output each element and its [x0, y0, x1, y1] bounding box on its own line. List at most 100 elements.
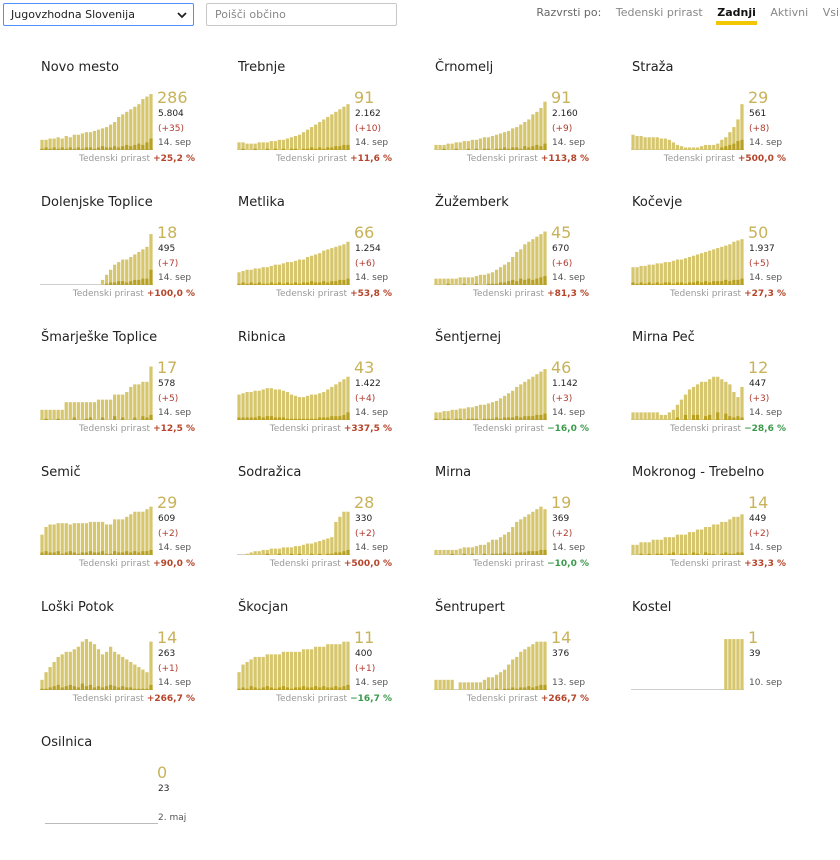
- chart-bar: [695, 384, 700, 420]
- chart-bar: [478, 404, 483, 420]
- chart-bar: [442, 679, 446, 690]
- chart-bar: [330, 644, 334, 690]
- municipality-card[interactable]: Metlika 66 1.254 (+6) 14. sep Tedenski priras…: [235, 195, 397, 320]
- weekly-growth-value: −10,0 %: [547, 559, 589, 569]
- last-date: 14. sep: [158, 543, 192, 553]
- chart-bar: [104, 127, 109, 150]
- chart-bar: [237, 394, 241, 420]
- chart-bar-daily: [121, 552, 125, 555]
- last-date: 14. sep: [552, 138, 586, 148]
- chart-bar: [482, 274, 487, 285]
- municipality-card[interactable]: Šentrupert 14 376 13. sep Tedenski prirast +2…: [432, 600, 594, 725]
- chart-bar-daily: [265, 686, 269, 690]
- chart-bar-daily: [281, 148, 286, 150]
- chart-bar: [482, 679, 487, 690]
- region-select[interactable]: Jugovzhodna Slovenija: [3, 3, 194, 26]
- sort-option-all[interactable]: Vsi: [822, 6, 839, 19]
- chart-bar-daily: [137, 279, 141, 285]
- municipality-card[interactable]: Mokronog - Trebelno 14 449 (+2) 14. sep Teden…: [629, 465, 791, 590]
- chart-bar: [482, 404, 487, 420]
- chart-bar: [740, 386, 744, 420]
- chart-bar: [117, 654, 121, 690]
- chart-bar-daily: [322, 686, 326, 690]
- search-input[interactable]: Poišči občino: [206, 3, 397, 26]
- chart-bar-daily: [237, 417, 241, 420]
- municipality-card[interactable]: Novo mesto 286 5.804 (+35) 14. sep Tedenski p…: [38, 60, 200, 185]
- chart-bar-daily: [454, 418, 458, 420]
- chart-bar-daily: [285, 418, 290, 420]
- weekly-growth-value: +90,0 %: [153, 559, 195, 569]
- chart-bar-daily: [736, 416, 740, 420]
- total-cases: 670: [552, 244, 570, 254]
- chart-bar-daily: [503, 688, 507, 690]
- sort-option-weekly[interactable]: Tedenski prirast: [615, 6, 703, 19]
- weekly-growth-value: +27,3 %: [744, 289, 786, 299]
- latest-cases: 45: [551, 223, 572, 242]
- chart-bar-daily: [519, 687, 523, 690]
- chart-bar: [334, 246, 338, 285]
- daily-increase: (+1): [158, 664, 179, 674]
- chart-bar: [494, 269, 499, 285]
- chart-bar-daily: [728, 281, 732, 285]
- chart-bar: [48, 409, 52, 420]
- chart-bar: [318, 253, 322, 285]
- chart-bar-daily: [141, 416, 145, 420]
- municipality-card[interactable]: Osilnica 0 23 2. maj: [38, 735, 200, 860]
- municipality-card[interactable]: Šentjernej 46 1.142 (+3) 14. sep Tedenski pri…: [432, 330, 594, 455]
- chart-bar: [334, 644, 338, 690]
- chart-bar-daily: [486, 418, 491, 420]
- total-cases: 578: [158, 379, 176, 389]
- chart-bar-daily: [724, 413, 728, 420]
- chart-bar-daily: [454, 148, 458, 150]
- latest-cases: 286: [157, 88, 188, 107]
- chart-bar-daily: [289, 148, 294, 150]
- municipality-card[interactable]: Semič 29 609 (+2) 14. sep Tedenski prirast +90…: [38, 465, 200, 590]
- latest-cases: 91: [354, 88, 375, 107]
- municipality-card[interactable]: Kostel 1 39 10. sep: [629, 600, 791, 725]
- chart-bar: [265, 267, 269, 285]
- chart-bar: [539, 641, 543, 690]
- municipality-card[interactable]: Črnomelj 91 2.160 (+9) 14. sep Tedenski prira…: [432, 60, 594, 185]
- weekly-growth: Tedenski prirast +81,3 %: [473, 289, 589, 299]
- chart-bar: [511, 527, 515, 555]
- municipality-card[interactable]: Ribnica 43 1.422 (+4) 14. sep Tedenski priras…: [235, 330, 397, 455]
- chart-bar: [346, 376, 350, 420]
- municipality-card[interactable]: Žužemberk 45 670 (+6) 14. sep Tedenski priras…: [432, 195, 594, 320]
- latest-cases: 91: [551, 88, 572, 107]
- chart-bar: [466, 547, 470, 555]
- municipality-card[interactable]: Straža 29 561 (+8) 14. sep Tedenski prirast +5…: [629, 60, 791, 185]
- sort-option-latest[interactable]: Zadnji: [716, 6, 757, 25]
- municipality-card[interactable]: Mirna 19 369 (+2) 14. sep Tedenski prirast −10…: [432, 465, 594, 590]
- latest-cases: 46: [551, 358, 572, 377]
- chart-bar-daily: [133, 279, 137, 285]
- chart-bar: [104, 651, 109, 690]
- chart-bar-daily: [470, 553, 474, 555]
- chart-bar-daily: [683, 414, 688, 420]
- weekly-growth: Tedenski prirast +25,2 %: [79, 154, 195, 164]
- chart-bar: [306, 257, 310, 285]
- cases-chart: [40, 234, 153, 285]
- municipality-card[interactable]: Trebnje 91 2.162 (+10) 14. sep Tedenski prira…: [235, 60, 397, 185]
- sort-option-active[interactable]: Aktivni: [770, 6, 809, 19]
- municipality-card[interactable]: Loški Potok 14 263 (+1) 14. sep Tedenski prir…: [38, 600, 200, 725]
- municipality-card[interactable]: Kočevje 50 1.937 (+5) 14. sep Tedenski priras…: [629, 195, 791, 320]
- chart-bar-daily: [679, 282, 684, 285]
- weekly-growth-label: Tedenski prirast: [670, 424, 742, 434]
- total-cases: 23: [158, 784, 170, 794]
- daily-increase: (+3): [552, 394, 573, 404]
- chart-bar: [314, 394, 318, 420]
- municipality-card[interactable]: Škocjan 11 400 (+1) 14. sep Tedenski prirast −…: [235, 600, 397, 725]
- chart-bar: [113, 264, 117, 285]
- municipality-card[interactable]: Šmarješke Toplice 17 578 (+5) 14. sep Tedensk…: [38, 330, 200, 455]
- chart-bar: [241, 142, 245, 150]
- municipality-card[interactable]: Mirna Peč 12 447 (+3) 14. sep Tedenski priras…: [629, 330, 791, 455]
- municipality-card[interactable]: Dolenjske Toplice 18 495 (+7) 14. sep Tedensk…: [38, 195, 200, 320]
- chart-bar-daily: [80, 683, 84, 690]
- chart-bar: [740, 639, 744, 690]
- chart-bar: [671, 260, 675, 285]
- chart-bar: [519, 384, 523, 420]
- chart-bar: [297, 546, 302, 555]
- chart-bar: [667, 537, 671, 555]
- municipality-card[interactable]: Sodražica 28 330 (+2) 14. sep Tedenski priras…: [235, 465, 397, 590]
- chart-bar: [338, 245, 342, 285]
